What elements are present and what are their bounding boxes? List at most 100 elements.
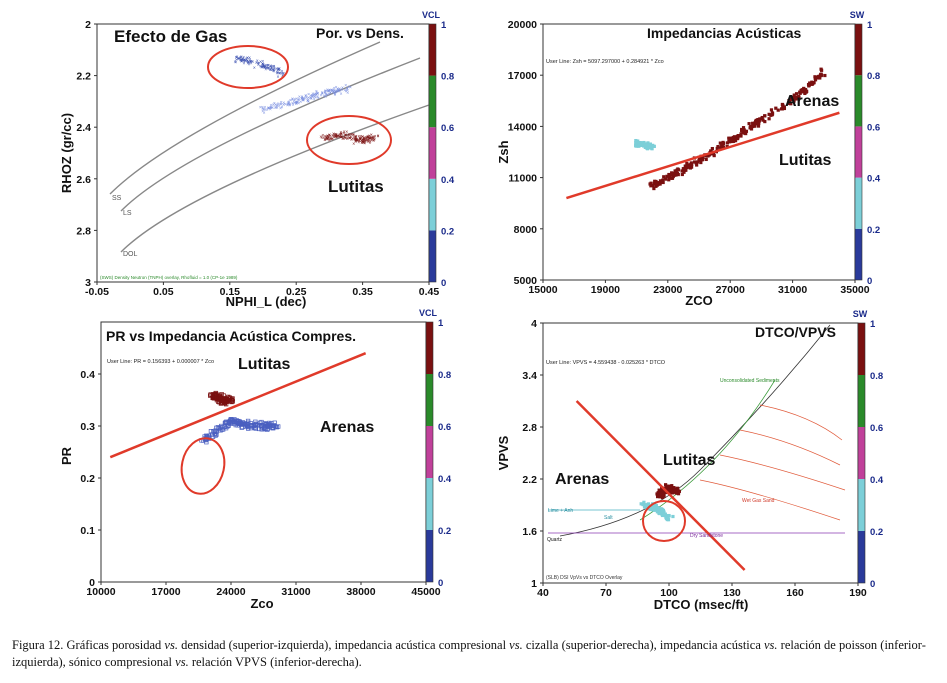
tl-point: ×	[309, 96, 312, 102]
chart-bl-user-line: User Line: PR = 0.156393 + 0.000007 * Zc…	[107, 359, 214, 365]
tl-point: ×	[332, 132, 335, 138]
tl-point: ×	[363, 136, 366, 142]
tl-point: ×	[248, 56, 251, 62]
tr-point	[760, 115, 764, 120]
tl-point: ×	[332, 91, 335, 97]
tl-point: ×	[293, 99, 296, 105]
chart-br-curve-label-dry-sandstone: Dry Sandstone	[690, 533, 723, 539]
bl-colorbar-tick: 0	[438, 578, 443, 589]
tr-colorbar-segment	[855, 75, 862, 127]
bl-colorbar-tick: 0.6	[438, 422, 451, 433]
tl-point: ×	[333, 86, 336, 92]
br-ytick-label: 2.2	[522, 474, 537, 486]
tl-point: ×	[300, 97, 303, 103]
tl-point: ×	[274, 105, 277, 111]
tl-point: ×	[298, 95, 301, 101]
tl-point: ×	[348, 85, 351, 91]
tr-point	[650, 147, 654, 151]
tl-point: ×	[267, 66, 270, 72]
tl-point: ×	[326, 92, 329, 98]
tl-point: ×	[282, 103, 285, 109]
tl-point: ×	[349, 85, 352, 91]
tl-point: ×	[313, 92, 316, 98]
tl-lithology-curve	[120, 57, 421, 212]
tl-point: ×	[339, 135, 342, 141]
tl-point: ×	[340, 135, 343, 141]
chart-tl: ×××× ××× ×× ××××× ×××× ×××××× × ××× ×××× ×××××× × ×…	[59, 10, 455, 309]
tl-point: ×	[295, 100, 298, 106]
tl-point: ×	[340, 134, 343, 140]
tl-point: ×	[339, 130, 342, 136]
tl-point: ×	[246, 59, 249, 65]
tl-point: ×	[372, 138, 375, 144]
tl-point: ×	[365, 138, 368, 144]
tl-point: ×	[266, 63, 269, 69]
tl-point: ×	[316, 91, 319, 97]
tr-point	[712, 153, 716, 158]
tl-point: ×	[327, 89, 330, 95]
tl-point: ×	[366, 135, 369, 141]
chart-tr-ylabel: Zsh	[496, 140, 511, 163]
chart-br-user-line: User Line: VPVS = 4.559438 - 0.025263 * …	[546, 360, 666, 366]
tl-point: ×	[361, 134, 364, 140]
tl-point: ×	[331, 134, 334, 140]
tl-point: ×	[302, 98, 305, 104]
caption-part-5: relación VPVS (inferior-derecha).	[188, 655, 362, 669]
tl-point: ×	[339, 134, 342, 140]
bl-xtick-label: 38000	[346, 586, 375, 598]
tr-point	[798, 90, 802, 94]
tl-point: ×	[353, 135, 356, 141]
tl-point: ×	[302, 97, 305, 103]
tr-point	[727, 139, 731, 144]
tl-point: ×	[361, 137, 364, 143]
tr-colorbar-tick: 0.2	[867, 225, 880, 236]
tl-point: ×	[321, 90, 324, 96]
tl-point: ×	[354, 139, 357, 145]
tl-point: ×	[261, 105, 264, 111]
chart-tr-user-line: User Line: Zsh = 5097.297000 + 0.284921 …	[546, 59, 664, 65]
tl-ytick-label: 2.6	[76, 174, 91, 186]
tr-point	[701, 155, 705, 159]
tl-point: ×	[366, 135, 369, 141]
tl-point: ×	[371, 136, 374, 142]
tl-point: ×	[270, 66, 273, 72]
tl-point: ×	[270, 65, 273, 71]
bl-xtick-label: 17000	[151, 586, 180, 598]
tl-point: ×	[278, 71, 281, 77]
bl-point	[259, 419, 264, 425]
tl-point: ×	[341, 136, 344, 142]
tl-point: ×	[272, 64, 275, 70]
tl-colorbar-tick: 0.8	[441, 72, 454, 83]
tr-point	[636, 144, 640, 148]
tl-point: ×	[329, 136, 332, 142]
tl-point: ×	[333, 133, 336, 139]
bl-xtick-label: 24000	[216, 586, 245, 598]
tr-colorbar-tick: 0	[867, 276, 872, 287]
br-colorbar-frame	[857, 322, 866, 584]
tr-xtick-label: 31000	[778, 284, 807, 296]
tl-point: ×	[267, 105, 270, 111]
tr-point	[780, 102, 784, 107]
tl-point: ×	[351, 137, 354, 143]
tl-point: ×	[307, 98, 310, 104]
bl-colorbar-segment	[426, 478, 433, 530]
br-point	[659, 492, 663, 496]
tr-point	[675, 171, 680, 176]
tl-point: ×	[301, 95, 304, 101]
tl-point: ×	[328, 134, 331, 140]
tl-point: ×	[326, 136, 329, 142]
tl-point: ×	[243, 58, 246, 64]
tl-point: ×	[335, 132, 338, 138]
tr-point	[742, 131, 747, 135]
tl-point: ×	[362, 138, 365, 144]
tl-point: ×	[328, 138, 331, 144]
tl-point: ×	[326, 134, 329, 140]
br-colorbar-tick: 0	[870, 579, 875, 590]
tl-point: ×	[330, 136, 333, 142]
chart-br-curve-label-salt: Salt	[604, 515, 613, 521]
tl-point: ×	[319, 135, 322, 141]
tl-point: ×	[299, 100, 302, 106]
tl-point: ×	[288, 103, 291, 109]
tl-point: ×	[238, 56, 241, 62]
tl-point: ×	[291, 98, 294, 104]
